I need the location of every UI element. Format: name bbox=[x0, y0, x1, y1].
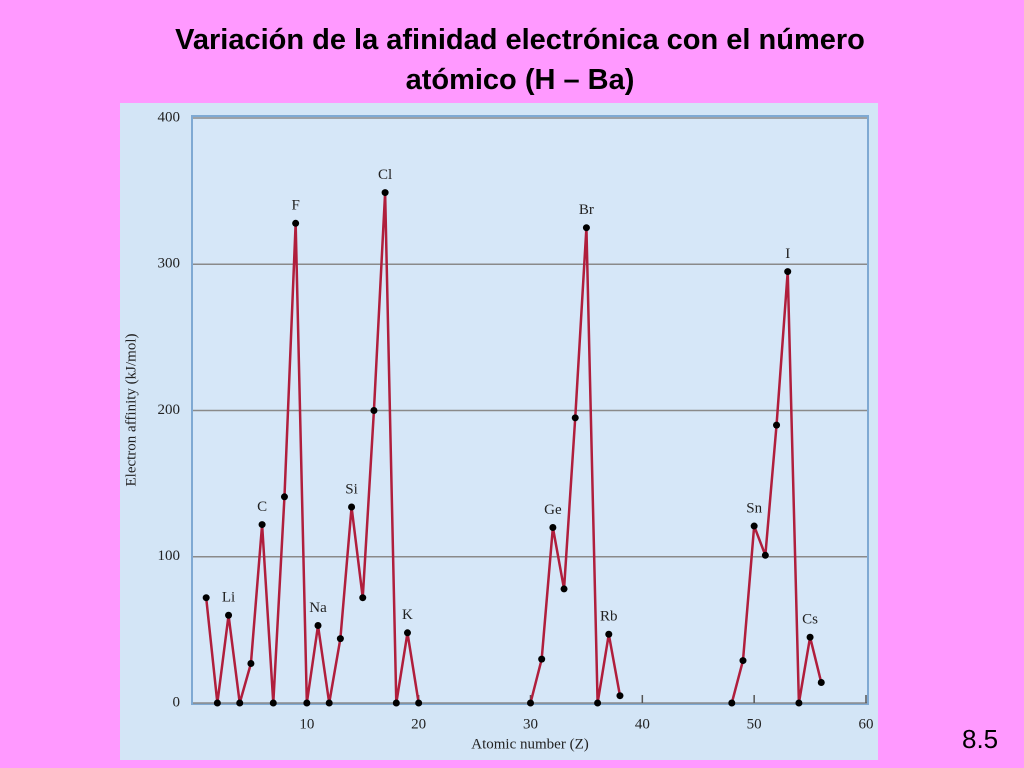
data-point bbox=[213, 699, 221, 707]
data-point bbox=[739, 657, 747, 665]
point-label: Br bbox=[579, 202, 594, 218]
point-label: K bbox=[402, 607, 413, 623]
data-point bbox=[314, 621, 322, 629]
x-axis-label: Atomic number (Z) bbox=[471, 736, 588, 752]
point-label: F bbox=[291, 198, 299, 214]
data-point bbox=[415, 699, 423, 707]
y-tick-label: 300 bbox=[158, 256, 181, 272]
data-point bbox=[236, 699, 244, 707]
data-point bbox=[571, 414, 579, 422]
data-point bbox=[582, 224, 590, 232]
data-point bbox=[247, 660, 255, 668]
y-tick-label: 400 bbox=[158, 109, 181, 125]
data-point bbox=[258, 521, 266, 529]
data-point bbox=[549, 524, 557, 531]
point-label: Li bbox=[222, 590, 235, 606]
data-point bbox=[280, 493, 288, 501]
point-label: Cs bbox=[802, 612, 818, 628]
y-tick-label: 200 bbox=[158, 402, 181, 418]
y-tick-label: 0 bbox=[173, 694, 181, 710]
data-point bbox=[303, 699, 311, 707]
point-label: Si bbox=[345, 481, 358, 497]
data-point bbox=[325, 699, 333, 707]
point-label: Cl bbox=[378, 167, 392, 183]
x-tick-label: 40 bbox=[635, 716, 650, 732]
data-point bbox=[784, 268, 792, 276]
data-point bbox=[773, 421, 781, 429]
data-point bbox=[750, 522, 758, 530]
point-label: Sn bbox=[746, 500, 762, 516]
slide-number: 8.5 bbox=[962, 724, 999, 754]
data-point bbox=[225, 611, 233, 619]
data-point bbox=[359, 594, 367, 602]
point-label: Na bbox=[309, 600, 327, 616]
data-point bbox=[761, 551, 769, 559]
data-point bbox=[605, 630, 613, 638]
data-point bbox=[560, 585, 568, 593]
data-point bbox=[795, 699, 803, 707]
data-point bbox=[381, 189, 389, 197]
data-point bbox=[594, 699, 602, 707]
point-label: C bbox=[257, 499, 267, 515]
data-point bbox=[292, 219, 300, 227]
data-point bbox=[817, 679, 825, 687]
y-axis-label: Electron affinity (kJ/mol) bbox=[123, 333, 139, 486]
x-tick-label: 30 bbox=[523, 716, 538, 732]
point-label: Rb bbox=[600, 609, 618, 625]
point-label: Ge bbox=[544, 502, 562, 518]
x-tick-label: 20 bbox=[411, 716, 426, 732]
y-tick-label: 100 bbox=[158, 548, 181, 564]
data-point bbox=[392, 699, 400, 707]
data-point bbox=[370, 407, 378, 414]
point-label: I bbox=[785, 246, 790, 262]
slide-title: Variación de la afinidad electrónica con… bbox=[175, 24, 865, 96]
x-tick-label: 10 bbox=[299, 716, 314, 732]
data-point bbox=[806, 633, 814, 641]
data-point bbox=[538, 655, 546, 663]
data-point bbox=[728, 699, 736, 707]
data-point bbox=[616, 692, 624, 700]
x-tick-label: 50 bbox=[747, 716, 762, 732]
data-point bbox=[269, 699, 277, 707]
data-point bbox=[336, 635, 344, 643]
x-tick-label: 60 bbox=[859, 716, 874, 732]
data-point bbox=[348, 503, 356, 511]
data-point bbox=[527, 699, 534, 707]
data-point bbox=[202, 594, 210, 602]
data-point bbox=[403, 629, 411, 637]
